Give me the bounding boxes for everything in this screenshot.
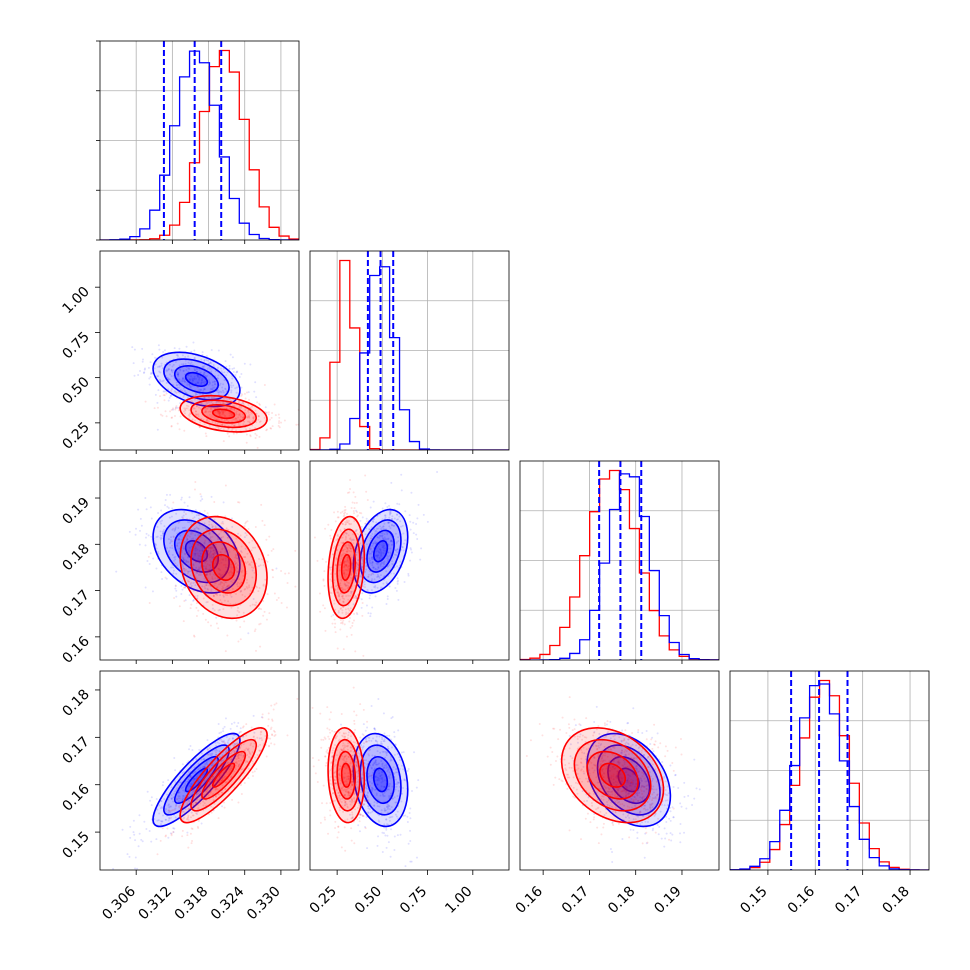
contour-series-1-level-3 bbox=[211, 553, 236, 581]
contour-series-1-level-0 bbox=[560, 727, 665, 824]
contour-series-1-level-2 bbox=[201, 750, 247, 800]
y-tick-label: 0.16 bbox=[59, 781, 92, 814]
contour-series-1-level-2 bbox=[201, 403, 247, 424]
x-tick-label: 0.50 bbox=[352, 884, 385, 917]
contour-series-1-level-1 bbox=[190, 399, 257, 429]
y-tick-label: 0.17 bbox=[59, 587, 92, 620]
contour-series-0-level-3 bbox=[372, 767, 389, 793]
panel-0-0 bbox=[96, 40, 300, 244]
panel-3-2: 0.16 0.17 0.18 0.19 bbox=[513, 670, 720, 917]
contour-series-0-level-0 bbox=[152, 351, 241, 408]
contour-series-1-level-2 bbox=[336, 750, 357, 800]
y-tick-label: 0.17 bbox=[59, 734, 92, 767]
contour-series-0-level-2 bbox=[366, 529, 395, 573]
contour-series-1-level-0 bbox=[327, 727, 366, 824]
panel-2-1 bbox=[309, 460, 510, 664]
contour-series-0-level-3 bbox=[184, 371, 209, 388]
contour-series-1-level-2 bbox=[336, 541, 357, 594]
contour-series-0-level-1 bbox=[359, 744, 402, 816]
contour-series-1-level-3 bbox=[211, 408, 236, 420]
contour-series-0-level-3 bbox=[372, 540, 389, 563]
contour-series-1-level-0 bbox=[179, 394, 268, 433]
y-tick-label: 0.75 bbox=[59, 329, 92, 362]
contour-series-0-level-1 bbox=[163, 519, 230, 584]
panel-1-1 bbox=[309, 250, 510, 454]
y-tick-label: 1.00 bbox=[59, 284, 92, 317]
contour-series-1-level-0 bbox=[327, 515, 366, 620]
panel-3-1: 0.25 0.50 0.75 1.00 bbox=[307, 670, 510, 917]
x-tick-label: 0.18 bbox=[880, 884, 913, 917]
contour-series-0-level-0 bbox=[152, 508, 241, 594]
y-tick-label: 0.16 bbox=[59, 633, 92, 666]
contour-series-1-level-1 bbox=[190, 528, 257, 607]
panel-2-2 bbox=[519, 460, 720, 664]
contour-series-0-level-2 bbox=[173, 529, 219, 573]
x-tick-label: 0.330 bbox=[244, 884, 284, 924]
contour-series-1-level-2 bbox=[201, 541, 247, 594]
y-tick-label: 0.18 bbox=[59, 541, 92, 574]
panel-2-0: 0.16 0.17 0.18 0.19 bbox=[59, 460, 300, 667]
contour-series-1-level-1 bbox=[331, 738, 361, 812]
x-tick-label: 0.318 bbox=[172, 884, 212, 924]
x-tick-label: 0.17 bbox=[832, 884, 865, 917]
x-tick-label: 0.19 bbox=[651, 884, 684, 917]
y-tick-label: 0.25 bbox=[59, 419, 92, 452]
x-tick-label: 0.25 bbox=[307, 884, 340, 917]
contour-series-1-level-3 bbox=[340, 553, 352, 581]
histogram-series-0 bbox=[730, 683, 929, 870]
histogram-series-1 bbox=[100, 49, 299, 240]
y-tick-label: 0.50 bbox=[59, 374, 92, 407]
contour-series-1-level-3 bbox=[599, 762, 627, 788]
x-tick-label: 0.15 bbox=[737, 884, 770, 917]
panel-1-0: 0.25 0.50 0.75 1.00 bbox=[59, 250, 300, 454]
contour-series-1-level-1 bbox=[190, 738, 257, 812]
x-tick-label: 0.16 bbox=[513, 883, 546, 916]
contour-series-1-level-0 bbox=[179, 515, 268, 620]
x-tick-label: 0.324 bbox=[208, 883, 248, 923]
panel-3-3: 0.15 0.16 0.17 0.18 bbox=[729, 670, 930, 917]
contour-series-0-level-0 bbox=[586, 732, 672, 828]
y-tick-label: 0.18 bbox=[59, 686, 92, 719]
contour-series-0-level-2 bbox=[607, 755, 651, 804]
x-tick-label: 0.75 bbox=[397, 884, 430, 917]
x-tick-label: 0.16 bbox=[785, 883, 818, 916]
contour-series-0-level-2 bbox=[366, 755, 395, 804]
contour-series-1-level-2 bbox=[586, 750, 639, 800]
x-tick-label: 1.00 bbox=[442, 884, 475, 917]
contour-series-0-level-1 bbox=[163, 358, 230, 401]
x-tick-label: 0.312 bbox=[136, 884, 176, 924]
contour-series-1-level-1 bbox=[331, 528, 361, 607]
y-tick-label: 0.15 bbox=[59, 829, 92, 862]
y-tick-label: 0.19 bbox=[59, 495, 92, 528]
contour-series-1-level-0 bbox=[179, 727, 268, 824]
x-tick-label: 0.306 bbox=[99, 883, 139, 923]
histogram-series-0 bbox=[100, 50, 299, 240]
contour-series-1-level-1 bbox=[573, 738, 652, 812]
histogram-series-0 bbox=[310, 266, 509, 450]
x-tick-label: 0.17 bbox=[559, 884, 592, 917]
contour-series-1-level-3 bbox=[340, 762, 352, 788]
x-tick-label: 0.18 bbox=[605, 884, 638, 917]
contour-series-1-level-3 bbox=[211, 762, 236, 788]
contour-series-0-level-0 bbox=[152, 732, 241, 828]
contour-series-0-level-2 bbox=[173, 365, 219, 394]
